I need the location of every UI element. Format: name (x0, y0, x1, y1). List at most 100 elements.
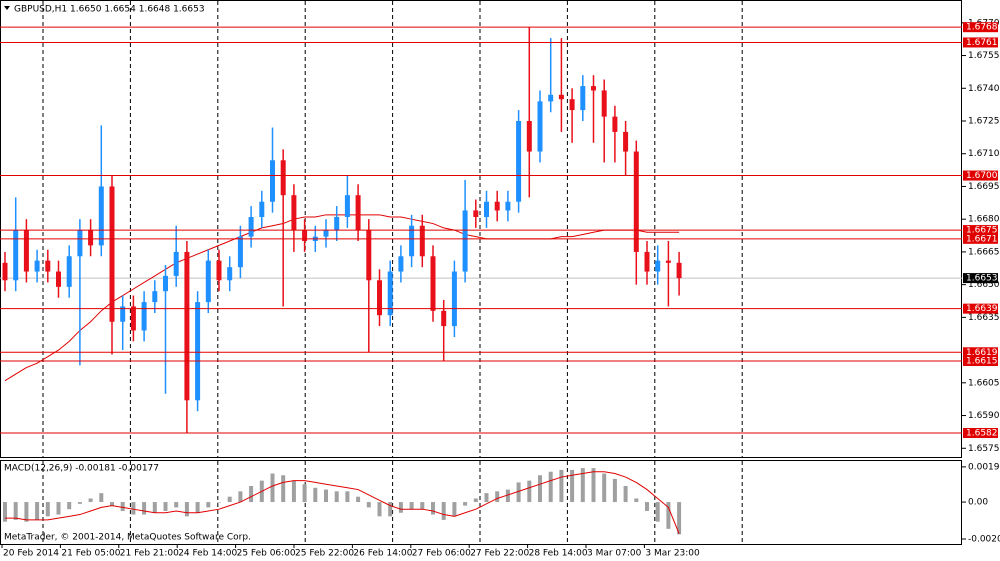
macd-bar (174, 502, 179, 508)
macd-bar (548, 471, 553, 503)
macd-bar (559, 469, 564, 503)
candle-body (184, 251, 190, 401)
macd-bar (195, 502, 200, 513)
level-label-box (963, 170, 998, 181)
candle-body (205, 260, 211, 303)
candle-body (77, 230, 83, 257)
candle-body (473, 210, 479, 217)
macd-bar (345, 491, 350, 503)
level-label: 1.6675 (966, 226, 998, 236)
macd-bar (67, 502, 72, 510)
candle-body (612, 116, 618, 132)
macd-bar (110, 502, 114, 506)
macd-bar (398, 502, 403, 513)
candle-body (270, 160, 275, 202)
level-label: 1.6619 (966, 348, 998, 358)
macd-bar (538, 475, 542, 503)
level-label: 1.6615 (966, 357, 998, 367)
x-tick-label: 21 Feb 05:00 (61, 549, 120, 559)
macd-bar (388, 502, 393, 517)
candle-body (291, 195, 297, 231)
candle-body (409, 225, 415, 257)
candle-body (580, 86, 586, 111)
candle-body (195, 302, 201, 401)
macd-bar (580, 468, 585, 503)
macd-bar (366, 502, 371, 508)
level-label-box (963, 356, 998, 366)
macd-bar (634, 498, 639, 503)
macd-bar (163, 502, 168, 511)
candle-body (216, 260, 222, 281)
candle-body (644, 251, 650, 272)
level-label-box (963, 225, 998, 236)
x-tick-label: 3 Mar 23:00 (645, 549, 700, 559)
macd-bar (249, 485, 254, 503)
macd-tick-label: 0.00 (968, 498, 988, 508)
macd-bar (495, 491, 500, 503)
level-label: 1.6671 (966, 234, 998, 244)
level-label-box (963, 37, 998, 48)
candle-body (366, 230, 372, 281)
macd-bar (431, 502, 435, 515)
macd-bar (152, 502, 157, 513)
candle-body (387, 271, 393, 316)
macd-bar (131, 502, 136, 515)
candle-body (377, 280, 382, 316)
macd-bar (281, 475, 286, 503)
candle-body (45, 260, 51, 272)
candle-body (227, 267, 233, 281)
x-tick-label: 25 Feb 06:00 (237, 549, 296, 559)
level-label: 1.6761 (966, 38, 998, 48)
macd-bar (142, 502, 147, 515)
candle-body (526, 121, 532, 152)
macd-bar (270, 473, 275, 503)
macd-bar (527, 480, 532, 503)
candle-body (623, 131, 629, 152)
x-tick-label: 26 Feb 14:00 (353, 549, 412, 559)
y-tick-label: 1.6605 (968, 378, 1000, 388)
macd-bar (324, 489, 328, 503)
x-tick-label: 3 Mar 07:00 (587, 549, 642, 559)
candle-body (98, 186, 104, 246)
macd-bar (612, 478, 617, 503)
macd-bar (484, 493, 489, 503)
y-tick-label: 1.6665 (968, 247, 1000, 257)
y-tick-label: 1.6590 (968, 411, 1000, 421)
macd-bar (227, 496, 232, 503)
candle-body (280, 160, 286, 196)
candle-body (430, 256, 436, 311)
level-label-box (963, 347, 998, 358)
candle-body (13, 230, 19, 281)
macd-bar (623, 485, 628, 503)
candle-body (398, 256, 404, 272)
macd-bar (302, 484, 307, 503)
macd-title: MACD(12,26,9) -0.00181 -0.00177 (4, 464, 159, 474)
y-tick-label: 1.6680 (968, 215, 1000, 225)
macd-bar (677, 502, 682, 535)
candle-body (248, 217, 254, 237)
candle-body (494, 201, 500, 211)
macd-bar (77, 502, 82, 504)
candle-body (451, 271, 457, 327)
x-tick-label: 25 Feb 22:00 (295, 549, 354, 559)
macd-pane (0, 460, 962, 545)
macd-bar (35, 502, 40, 520)
macd-bar (334, 491, 339, 503)
candle-body (109, 186, 115, 322)
macd-bar (645, 502, 649, 511)
candle-body (505, 201, 511, 211)
y-tick-label: 1.6710 (968, 149, 1000, 159)
candle-body (655, 260, 661, 272)
menu-arrow (4, 6, 10, 10)
main-pane (0, 0, 962, 458)
candle-body (173, 251, 179, 276)
y-tick-label: 1.6740 (968, 84, 1000, 94)
macd-bar (217, 502, 221, 503)
macd-bar (88, 498, 93, 503)
candle-body (344, 195, 350, 217)
macd-bar (206, 502, 211, 508)
candle-body (56, 271, 61, 287)
macd-bar (655, 502, 660, 522)
candle-body (2, 262, 8, 281)
